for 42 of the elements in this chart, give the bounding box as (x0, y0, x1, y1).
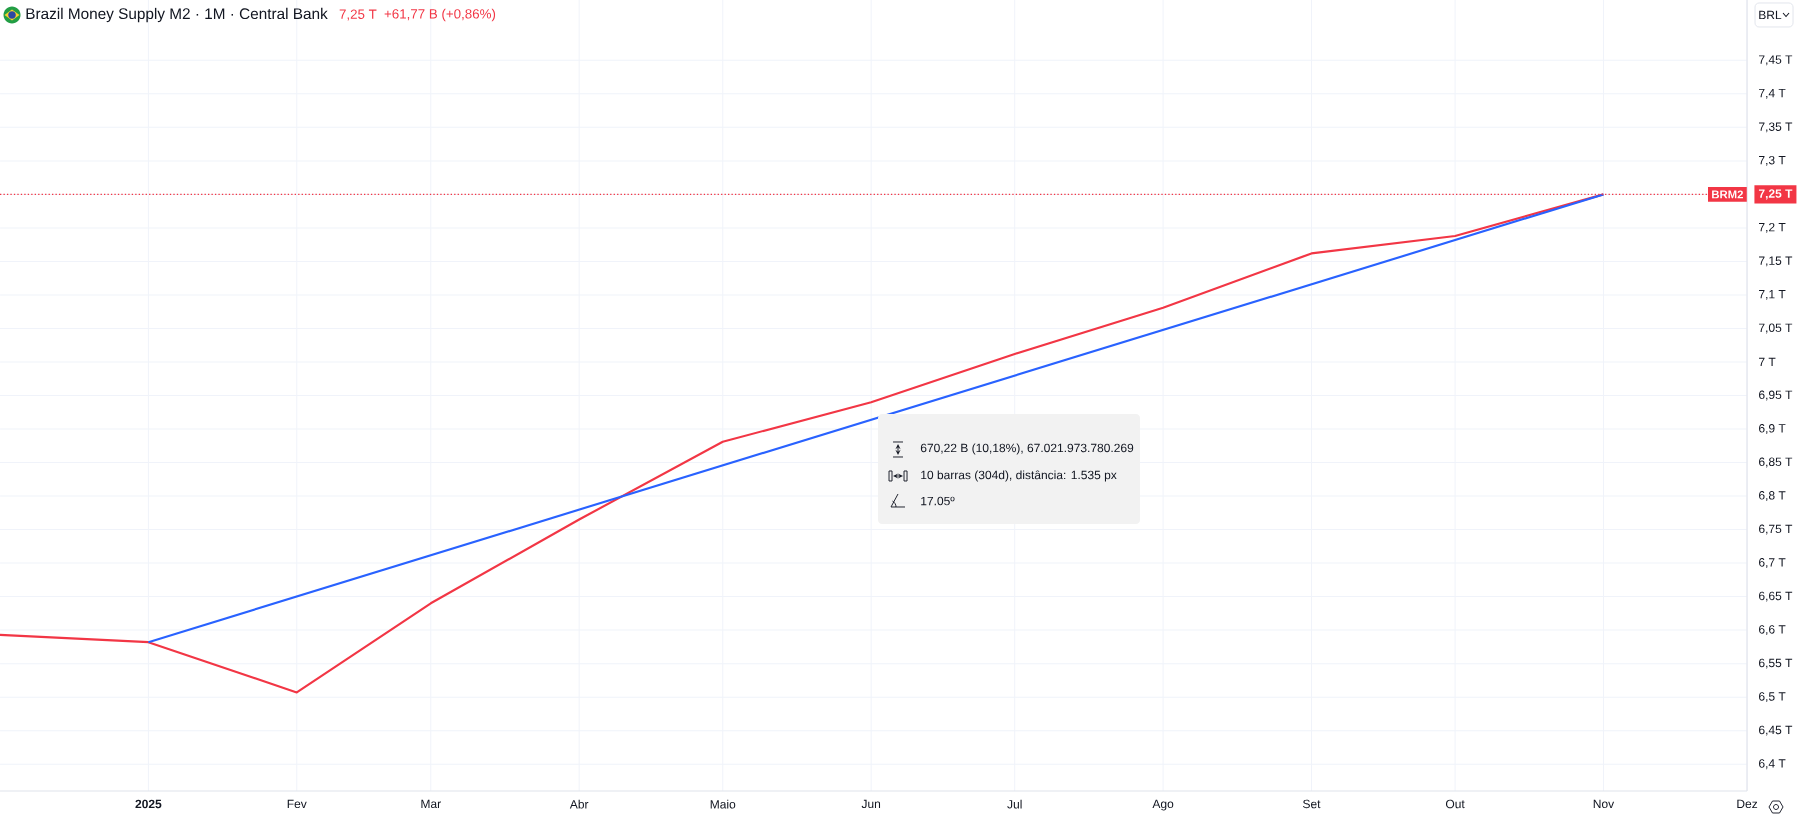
chart-title: Brazil Money Supply M2 · 1M · Central Bank (26, 7, 328, 23)
x-tick-label: Maio (710, 799, 736, 809)
y-tick-label: 6,95 T (1759, 390, 1793, 401)
annotation: 17.05º (921, 496, 955, 506)
x-tick-label: Dez (1737, 799, 1758, 809)
y-tick-label: 7,2 T (1759, 222, 1786, 233)
y-tick-label: 7,1 T (1759, 290, 1786, 300)
y-tick-label: 7,05 T (1759, 323, 1793, 334)
x-tick-label: Fev (287, 799, 307, 809)
x-tick-label: Abr (569, 799, 589, 809)
x-tick-label: 2025 (135, 799, 162, 809)
ref-line-label: BRM2 (1712, 190, 1743, 199)
text: BRL (1759, 10, 1782, 20)
y-tick-label: 6,6 T (1759, 625, 1786, 636)
y-tick-label: 6,4 T (1759, 759, 1786, 770)
x-tick-label: Set (1303, 799, 1321, 809)
x-tick-label: Nov (1593, 799, 1615, 809)
y-tick-label: 6,8 T (1759, 491, 1786, 501)
x-tick-label: Ago (1152, 799, 1174, 811)
y-tick-label: 7,3 T (1759, 155, 1786, 166)
y-tick-label: 6,5 T (1759, 692, 1786, 703)
y-tick-label: 7,25 T (1758, 189, 1793, 200)
y-tick-label: 6,85 T (1759, 457, 1793, 468)
y-tick-label: 6,45 T (1759, 725, 1793, 736)
y-tick-label: 6,75 T (1759, 524, 1793, 535)
y-tick-label: 6,65 T (1759, 591, 1793, 602)
annotation: +61,77 B (+0,86%) (384, 8, 496, 22)
y-tick-label: 7,4 T (1759, 88, 1786, 99)
annotation: 10 barras (304d), distância: 1.535 px (921, 470, 1117, 482)
y-tick-label: 7,45 T (1759, 55, 1793, 66)
x-tick-label: Mar (421, 799, 441, 809)
x-tick-label: Out (1445, 799, 1465, 809)
y-tick-label: 7,15 T (1759, 256, 1793, 267)
y-tick-label: 6,55 T (1759, 658, 1793, 669)
y-tick-label: 7 T (1759, 357, 1776, 367)
x-tick-label: Jul (1007, 799, 1022, 809)
y-tick-label: 6,7 T (1759, 558, 1786, 569)
y-tick-label: 6,9 T (1759, 424, 1786, 434)
y-tick-label: 7,35 T (1759, 122, 1793, 133)
x-tick-label: Jun (861, 799, 881, 809)
annotation: 670,22 B (10,18%), 67.021.973.780.269 (920, 443, 1134, 455)
annotation: 7,25 T (339, 9, 377, 21)
